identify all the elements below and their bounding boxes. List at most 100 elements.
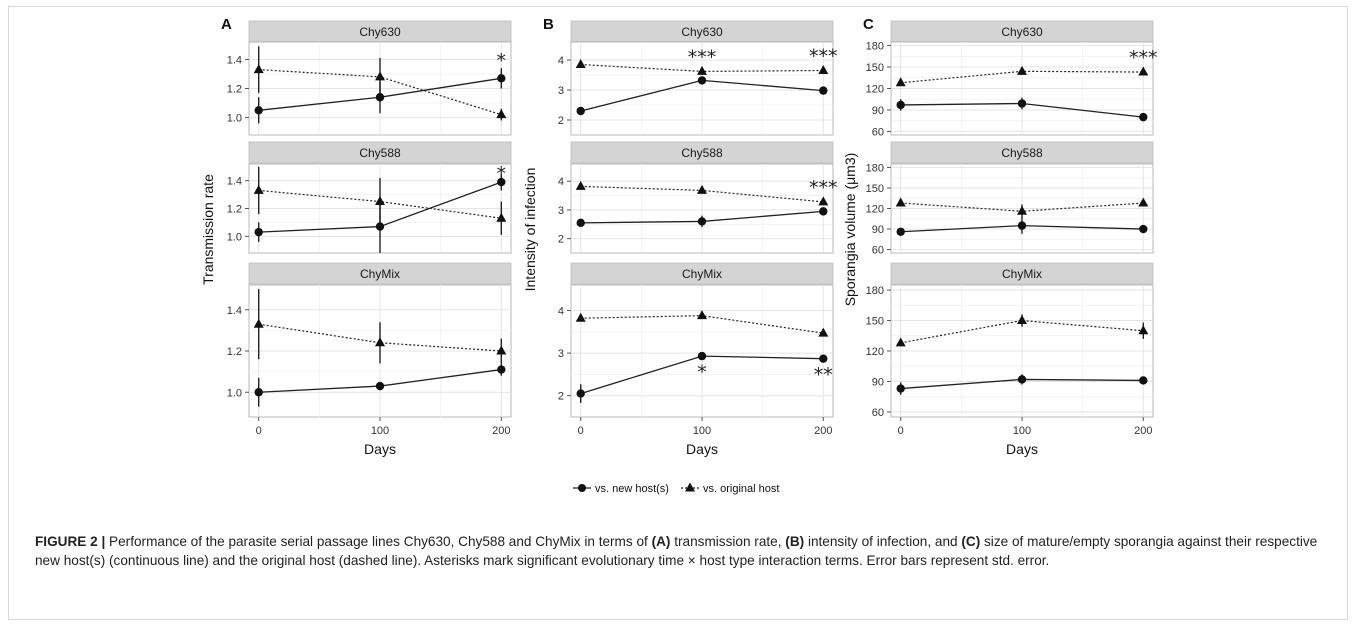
panel-c-chymix-tick-label-y: 60 [872, 407, 884, 419]
panel-c-chymix-point-new-host [1139, 376, 1148, 385]
panel-c-x-axis-title: Days [1006, 441, 1038, 457]
panel-a-tick-label-x: 0 [256, 425, 262, 437]
panel-a-chy630-significance-label: * [497, 50, 507, 72]
panel-c-chy630-tick-label-y: 60 [872, 126, 884, 138]
panel-a-chy630-point-new-host [497, 74, 506, 83]
panel-a-chymix-tick-label-y: 1.4 [227, 305, 242, 317]
panel-a-chy630-point-original-host [496, 109, 507, 119]
panel-a-chymix-line-original-host [258, 323, 502, 352]
panel-a-chy588-point-original-host [496, 212, 507, 222]
panel-c-tick-label-x: 200 [1134, 425, 1152, 437]
legend-box [565, 477, 777, 499]
panel-c-chymix-point-original-host [895, 337, 906, 347]
panel-c-chy588-tick-label-y: 90 [872, 224, 884, 236]
panel-c-chy588-point-new-host [1017, 221, 1027, 230]
panel-a-chymix-strip [248, 262, 512, 285]
panel-b-chymix-tick-label-y: 3 [558, 348, 564, 360]
panel-c-chy588-point-original-host [1138, 197, 1149, 207]
panel-c-tick-label-x: 0 [898, 425, 904, 437]
panel-a-tick-label-x: 200 [492, 425, 510, 437]
panel-a-chy588-strip [248, 141, 512, 164]
panel-a-chy630-point-new-host [375, 93, 385, 102]
panel-c-chy630-point-original-host [1017, 65, 1027, 75]
panel-c-chy588-tick-label-y: 60 [872, 245, 884, 257]
legend-key-marker-original-host [685, 482, 695, 492]
panel-b-chymix-significance-label: * [697, 362, 707, 384]
panel-b-tick-label-x: 100 [693, 425, 711, 437]
caption-figure-label: FIGURE 2 | [35, 534, 106, 549]
panel-a-chy630-point-original-host [253, 64, 264, 74]
panel-a-chy588-strip-label: Chy588 [359, 146, 401, 160]
panel-b-chy588-point-new-host [576, 218, 585, 228]
panel-c-tick-label-x: 100 [1013, 425, 1031, 437]
panel-a-chymix-point-original-host [496, 345, 507, 355]
panel-c-chy588-point-new-host [1139, 224, 1148, 234]
panel-a-chymix-point-original-host [253, 318, 264, 328]
panel-c-chymix-point-original-host [1138, 325, 1149, 335]
panel-c-chy630-tick-label-y: 90 [872, 105, 884, 117]
panel-c-chy588-tick-label-y: 120 [866, 204, 884, 216]
caption-text-4: size of mature/empty sporangia against t… [35, 534, 1318, 568]
panel-b-letter: B [543, 16, 554, 33]
panel-b-chy630-point-original-host [818, 65, 829, 74]
panel-b-chymix-significance-label: ** [814, 364, 833, 386]
panel-c-chy630-tick-label-y: 120 [866, 84, 884, 96]
panel-a-letter: A [221, 16, 232, 33]
panel-c-chymix-tick-label-y: 150 [866, 316, 884, 328]
caption-text-3: intensity of infection, and [804, 534, 962, 549]
panel-b-chymix-point-original-host [575, 312, 586, 322]
caption-bold-a: (A) [651, 534, 671, 549]
panel-c-chy588-point-new-host [896, 227, 905, 236]
panel-a-chy630-point-original-host [375, 71, 385, 81]
panel-b-chymix-strip [570, 262, 834, 285]
panel-a-chy588-significance-label: * [497, 163, 507, 185]
panel-b-x-axis-title: Days [686, 441, 718, 457]
panel-b-chy630-point-original-host [697, 65, 707, 75]
panel-b-chy630-strip-label: Chy630 [681, 25, 723, 39]
panel-a-x-axis-title: Days [364, 441, 396, 457]
panel-c-chymix-tick-label-y: 120 [866, 346, 884, 358]
panel-c-chy630-point-original-host [1138, 66, 1149, 76]
panel-b-chy588-point-original-host [575, 180, 586, 190]
panel-a-tick-label-x: 100 [371, 425, 389, 437]
panel-c-chymix-strip [890, 262, 1154, 285]
panel-b-chymix-point-original-host [818, 327, 829, 337]
panel-a-chy588-point-new-host [254, 227, 263, 237]
panel-b-chy630-point-new-host [697, 76, 707, 85]
panel-c-letter: C [863, 16, 874, 33]
panel-b-chy588-significance-label: *** [809, 177, 838, 199]
panel-a-chy588-tick-label-y: 1.2 [227, 204, 242, 216]
panel-c-chy588-tick-label-y: 180 [866, 162, 884, 174]
panel-b-chymix-point-new-host [576, 389, 585, 398]
panel-a-chy588-tick-label-y: 1.0 [227, 231, 242, 243]
panel-b-tick-label-x: 0 [578, 425, 584, 437]
panel-b-chy630-tick-label-y: 3 [558, 85, 564, 97]
panel-c-y-axis-title: Sporangia volume (μm3) [842, 153, 858, 307]
panel-b-chymix-point-new-host [697, 351, 707, 361]
panel-b-chy630-significance-label: *** [688, 46, 717, 68]
panel-a-chy630-tick-label-y: 1.2 [227, 84, 242, 96]
panel-c-chymix-tick-label-y: 90 [872, 376, 884, 388]
panel-b-chy630-tick-label-y: 2 [558, 115, 564, 127]
panel-c-chymix-point-new-host [1017, 375, 1027, 384]
panel-a-chymix-tick-label-y: 1.0 [227, 387, 242, 399]
panel-a-chymix-point-new-host [254, 388, 263, 397]
panel-c-chy588-strip-label: Chy588 [1001, 146, 1043, 160]
panel-c-chy588-point-original-host [895, 197, 906, 207]
panel-b-chymix-strip-label: ChyMix [682, 267, 722, 281]
panel-b-chy588-point-original-host [818, 196, 829, 206]
panel-a-chy588-point-new-host [375, 222, 385, 231]
panel-a-chymix-point-new-host [375, 381, 385, 391]
panel-b-chy630-tick-label-y: 4 [558, 55, 564, 67]
panel-b-chy588-point-new-host [697, 217, 707, 226]
panel-c-chy630-tick-label-y: 150 [866, 62, 884, 74]
panel-a-chy630-strip-label: Chy630 [359, 25, 401, 39]
panel-b-chy588-tick-label-y: 3 [558, 205, 564, 217]
panel-c-chy630-tick-label-y: 180 [866, 41, 884, 53]
panel-b-chymix-tick-label-y: 2 [558, 391, 564, 403]
figure-frame: Chy630 1.0 1.2 1.4 * Chy588 1.0 1.2 1.4 * ChyMix 1.… [8, 6, 1348, 620]
panel-a-chymix-tick-label-y: 1.2 [227, 346, 242, 358]
panel-a-chymix-point-original-host [375, 337, 385, 347]
panel-b-chy588-tick-label-y: 4 [558, 176, 564, 188]
panel-a-chy630-point-new-host [254, 106, 263, 115]
